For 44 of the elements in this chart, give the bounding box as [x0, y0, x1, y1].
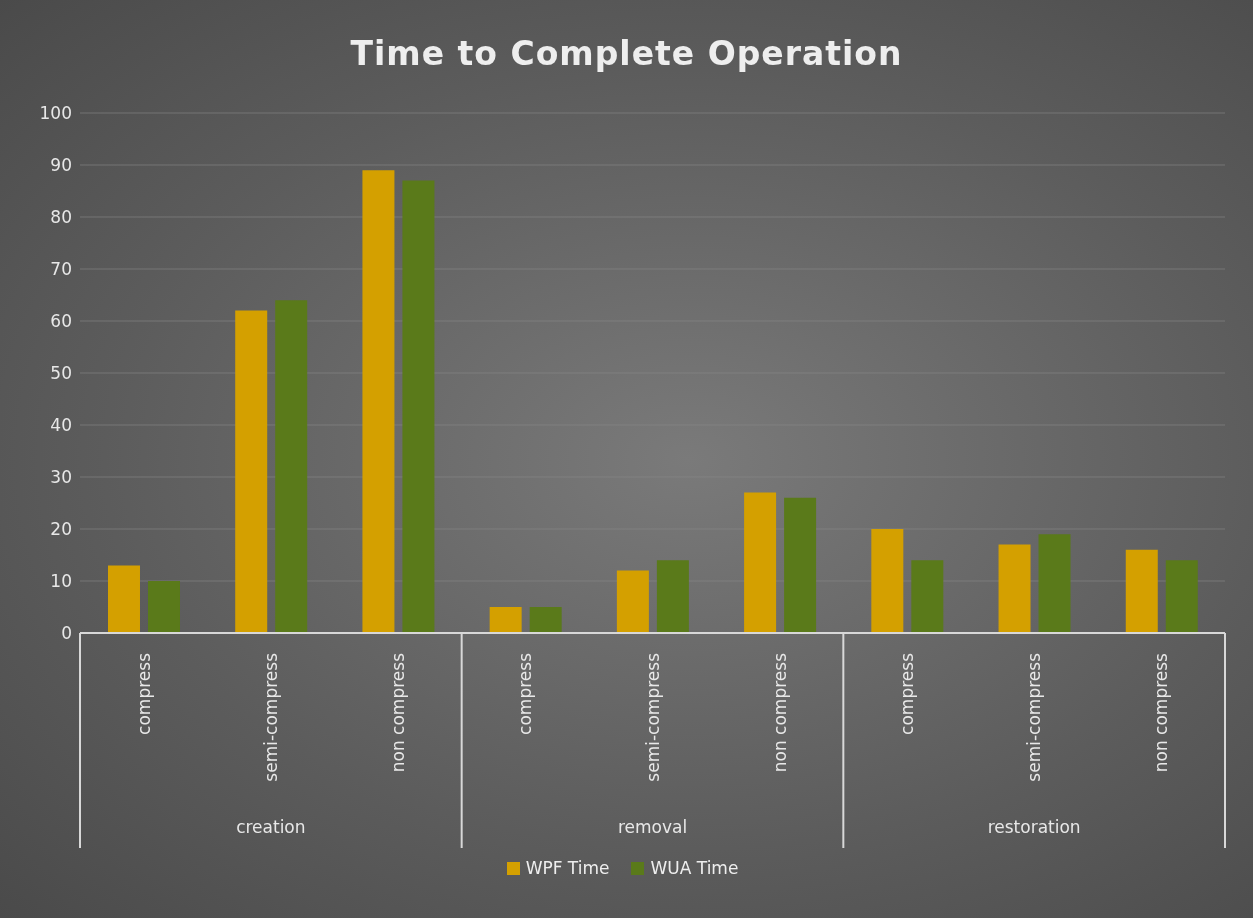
- x-tick-label: semi-compress: [260, 652, 281, 782]
- y-tick-label: 80: [50, 207, 72, 228]
- x-tick-label: non compress: [769, 652, 790, 773]
- bar: [529, 607, 562, 633]
- y-tick-label: 70: [50, 259, 72, 280]
- y-tick-label: 60: [50, 311, 72, 332]
- x-tick-label: semi-compress: [1024, 652, 1045, 782]
- y-tick-label: 20: [50, 519, 72, 540]
- x-tick-label: non compress: [388, 652, 409, 773]
- text: creation: [236, 817, 306, 837]
- text: restoration: [987, 817, 1081, 837]
- x-tick-label: semi-compress: [642, 652, 663, 782]
- bar: [616, 570, 649, 633]
- bar: [871, 529, 904, 633]
- x-tick-label: non compress: [1151, 652, 1172, 773]
- bar: [235, 310, 268, 633]
- bar: [911, 560, 944, 633]
- bar: [744, 492, 777, 633]
- y-tick-label: 100: [39, 103, 72, 124]
- bar: [147, 581, 180, 633]
- bar: [489, 607, 522, 633]
- y-tick-label: 30: [50, 467, 72, 488]
- bar: [656, 560, 689, 633]
- x-tick-label: compress: [896, 652, 917, 735]
- y-tick-label: 10: [50, 571, 72, 592]
- x-tick-label: compress: [133, 652, 154, 735]
- y-tick-label: 50: [50, 363, 72, 384]
- bar: [1038, 534, 1071, 633]
- bar: [1165, 560, 1198, 633]
- chart-title: Time to Complete Operation: [349, 34, 904, 73]
- bar: [362, 170, 395, 633]
- bar: [784, 497, 817, 633]
- y-tick-label: 90: [50, 155, 72, 176]
- legend-label: WUA Time: [650, 858, 739, 878]
- bar: [1125, 549, 1158, 633]
- text: removal: [617, 817, 688, 837]
- bar: [107, 565, 140, 633]
- y-tick-label: 0: [61, 623, 72, 644]
- legend-label: WPF Time: [525, 858, 610, 878]
- bar: [275, 300, 308, 633]
- y-tick-label: 40: [50, 415, 72, 436]
- x-tick-label: compress: [515, 652, 536, 735]
- bar: [998, 544, 1031, 633]
- bar: [402, 180, 435, 633]
